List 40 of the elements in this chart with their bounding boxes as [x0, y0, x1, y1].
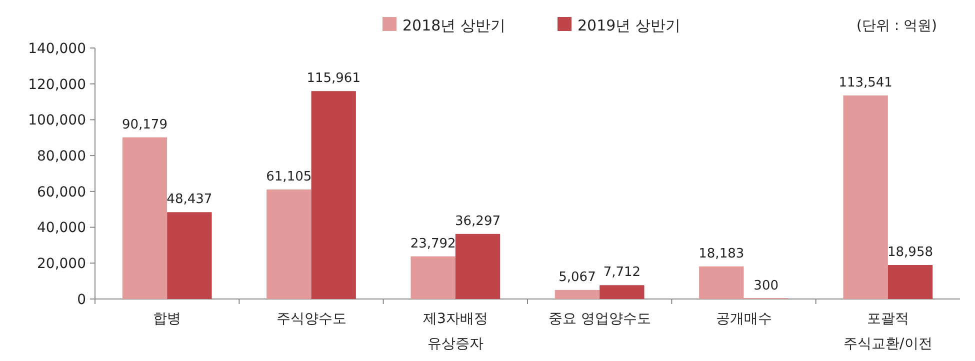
x-tick-label: 제3자배정 유상증자 [422, 311, 488, 352]
data-label: 5,067 [558, 270, 596, 285]
x-tick-label: 합병 [153, 311, 182, 327]
y-tick-label: 140,000 [28, 40, 86, 57]
data-label: 36,297 [455, 214, 501, 229]
x-tick-label: 포괄적 주식교환/이전 [844, 311, 932, 352]
bar [600, 285, 644, 299]
legend-label: 2018년 상반기 [402, 16, 506, 34]
legend-label: 2019년 상반기 [578, 16, 680, 34]
bar [167, 212, 212, 299]
y-tick-label: 60,000 [37, 184, 86, 200]
y-tick-label: 100,000 [28, 112, 86, 129]
bar [122, 137, 168, 299]
bar [888, 265, 933, 299]
data-label: 7,712 [603, 265, 641, 280]
x-tick-label: 주식양수도 [276, 311, 346, 327]
x-tick-label: 중요 영업양수도 [548, 311, 651, 327]
data-label: 48,437 [166, 192, 212, 208]
bar [311, 91, 356, 299]
y-tick-label: 80,000 [37, 148, 86, 164]
data-label: 115,961 [306, 71, 360, 86]
bar [410, 256, 456, 299]
bar [266, 189, 312, 299]
x-tick-label: 공개매수 [716, 311, 772, 327]
bar [699, 266, 744, 299]
data-label: 18,958 [888, 245, 934, 260]
y-tick-label: 0 [77, 292, 86, 308]
y-tick-label: 20,000 [37, 256, 86, 272]
data-label: 23,792 [410, 236, 456, 252]
bar [843, 95, 888, 299]
data-label: 61,105 [266, 169, 312, 184]
data-label: 113,541 [838, 75, 892, 90]
text: (단위 : 억원) [856, 18, 937, 34]
data-label: 90,179 [122, 117, 168, 132]
y-tick-label: 40,000 [37, 220, 86, 236]
y-tick-label: 120,000 [28, 76, 86, 93]
data-label: 18,183 [698, 246, 744, 262]
data-label: 300 [754, 278, 779, 294]
bar [455, 234, 500, 299]
bar [554, 290, 600, 299]
